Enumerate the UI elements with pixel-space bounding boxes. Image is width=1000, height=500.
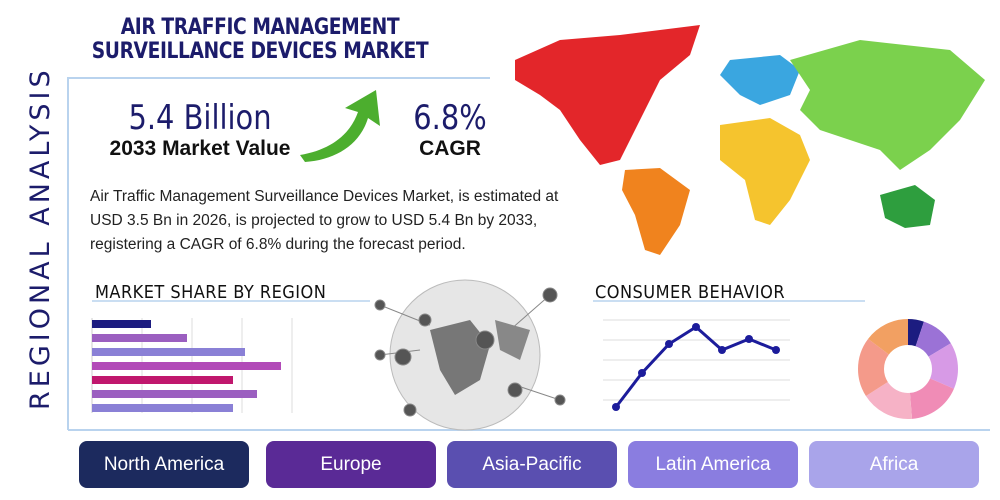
stat-value: 6.8%: [413, 98, 487, 138]
line-decoration: [603, 319, 790, 411]
region-button[interactable]: Africa: [809, 441, 979, 488]
region-button[interactable]: Asia-Pacific: [447, 441, 617, 488]
donut-decoration: [858, 319, 958, 419]
globe-decoration: [374, 279, 566, 431]
section-title: MARKET SHARE BY REGION: [95, 282, 327, 303]
section-title: CONSUMER BEHAVIOR: [595, 282, 786, 303]
frame: [67, 77, 490, 108]
description: Air Traffic Management Surveillance Devi…: [90, 188, 559, 253]
stat-label: CAGR: [419, 137, 481, 160]
world-map: [515, 25, 985, 255]
bar-decoration: [91, 318, 293, 413]
side-label: REGIONAL ANALYSIS: [25, 66, 56, 410]
stat-value: 5.4 Billion: [128, 98, 272, 138]
growth-arrow: [300, 90, 380, 162]
region-button[interactable]: Latin America: [628, 441, 798, 488]
stat-label: 2033 Market Value: [109, 137, 291, 160]
region-button[interactable]: Europe: [266, 441, 436, 488]
region-button[interactable]: North America: [79, 441, 249, 488]
title: AIR TRAFFIC MANAGEMENT SURVEILLANCE DEVI…: [91, 15, 429, 64]
